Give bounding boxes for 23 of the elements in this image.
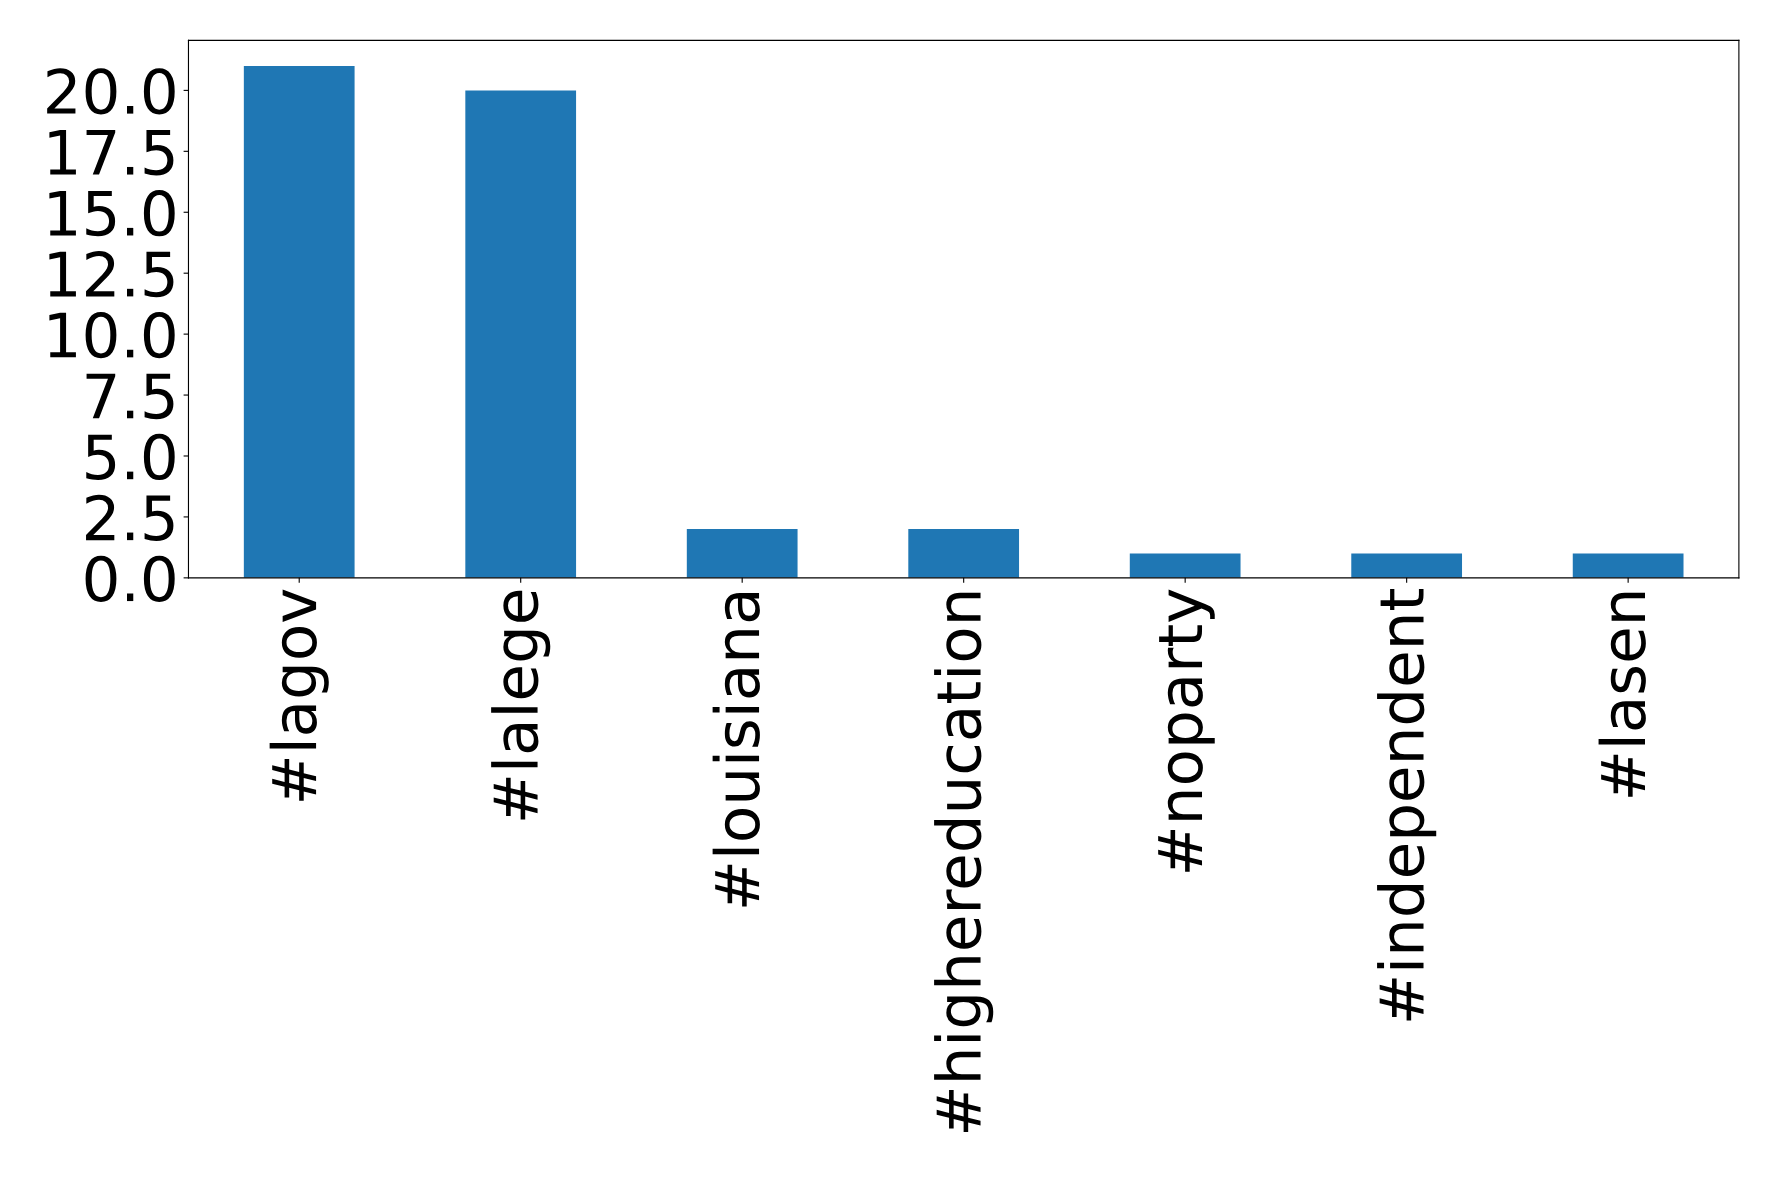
- bar: [243, 66, 355, 578]
- y-tick-label: 10.0: [49, 311, 175, 359]
- bar: [908, 529, 1020, 578]
- bar: [1129, 553, 1241, 578]
- x-tick-label: #noparty: [1158, 589, 1215, 872]
- bar: [1351, 553, 1463, 578]
- bar: [686, 529, 798, 578]
- x-tick-label: #independent: [1377, 589, 1437, 1021]
- y-tick-label: 12.5: [49, 251, 174, 298]
- y-tick-label: 7.5: [86, 373, 174, 420]
- x-tick-label: #highereducation: [934, 592, 994, 1132]
- x-tick-label: #lagov: [269, 589, 329, 801]
- x-tick-label: #lalege: [491, 590, 551, 820]
- y-tick-label: 20.0: [47, 68, 175, 115]
- bar: [465, 90, 577, 578]
- y-tick-label: 2.5: [86, 494, 174, 542]
- x-tick-label: #louisiana: [712, 593, 760, 907]
- x-tick-label: #lasen: [1598, 592, 1646, 797]
- bar: [1572, 553, 1684, 578]
- y-tick-label: 15.0: [49, 190, 175, 237]
- y-tick-label: 5.0: [86, 433, 175, 481]
- y-tick-label: 0.0: [85, 555, 175, 602]
- y-tick-label: 17.5: [49, 129, 174, 176]
